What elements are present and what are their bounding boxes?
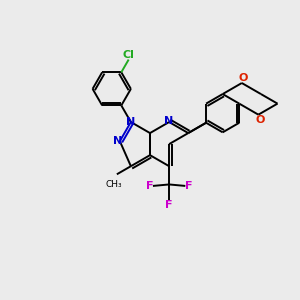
Text: CH₃: CH₃	[105, 180, 122, 189]
Text: N: N	[113, 136, 122, 146]
Text: F: F	[146, 181, 153, 191]
Text: F: F	[165, 200, 173, 210]
Text: O: O	[255, 115, 265, 125]
Text: Cl: Cl	[123, 50, 135, 60]
Text: N: N	[126, 117, 136, 127]
Text: F: F	[185, 181, 193, 191]
Text: N: N	[164, 116, 174, 126]
Text: O: O	[238, 73, 248, 83]
